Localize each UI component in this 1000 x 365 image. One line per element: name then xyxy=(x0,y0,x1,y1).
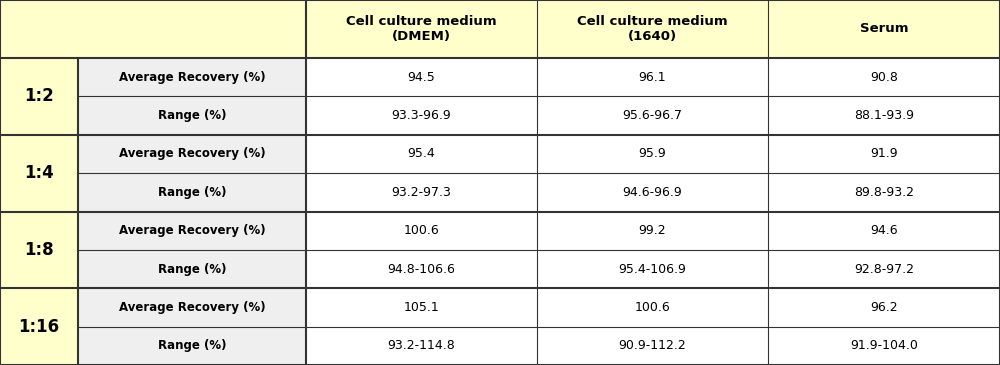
Bar xyxy=(768,96,1000,135)
Text: 1:4: 1:4 xyxy=(24,164,54,182)
Text: 1:16: 1:16 xyxy=(18,318,60,336)
Bar xyxy=(537,288,768,327)
Bar xyxy=(768,288,1000,327)
Bar xyxy=(78,135,306,173)
Bar xyxy=(0,288,78,365)
Text: 94.6-96.9: 94.6-96.9 xyxy=(623,186,682,199)
Bar xyxy=(0,135,78,211)
Bar xyxy=(78,58,306,96)
Bar xyxy=(78,96,306,135)
Bar xyxy=(78,288,306,327)
Text: Range (%): Range (%) xyxy=(158,262,226,276)
Bar xyxy=(306,0,537,58)
Text: 91.9-104.0: 91.9-104.0 xyxy=(850,339,918,352)
Bar xyxy=(537,0,768,58)
Bar xyxy=(768,0,1000,58)
Text: Average Recovery (%): Average Recovery (%) xyxy=(119,224,265,237)
Text: 105.1: 105.1 xyxy=(404,301,439,314)
Text: 100.6: 100.6 xyxy=(404,224,439,237)
Bar xyxy=(306,250,537,288)
Bar xyxy=(306,288,537,327)
Bar xyxy=(306,58,537,96)
Text: 94.8-106.6: 94.8-106.6 xyxy=(388,262,455,276)
Bar xyxy=(537,96,768,135)
Text: 90.9-112.2: 90.9-112.2 xyxy=(619,339,686,352)
Bar xyxy=(78,327,306,365)
Bar xyxy=(537,250,768,288)
Text: 95.6-96.7: 95.6-96.7 xyxy=(622,109,682,122)
Text: Range (%): Range (%) xyxy=(158,339,226,352)
Bar xyxy=(537,58,768,96)
Text: 88.1-93.9: 88.1-93.9 xyxy=(854,109,914,122)
Text: 94.5: 94.5 xyxy=(408,71,435,84)
Text: Average Recovery (%): Average Recovery (%) xyxy=(119,301,265,314)
Text: 93.2-114.8: 93.2-114.8 xyxy=(388,339,455,352)
Text: 92.8-97.2: 92.8-97.2 xyxy=(854,262,914,276)
Bar xyxy=(768,173,1000,211)
Text: 100.6: 100.6 xyxy=(635,301,670,314)
Bar xyxy=(0,58,78,135)
Bar xyxy=(306,327,537,365)
Bar xyxy=(306,173,537,211)
Text: 94.6: 94.6 xyxy=(870,224,898,237)
Text: 95.9: 95.9 xyxy=(639,147,666,161)
Text: 89.8-93.2: 89.8-93.2 xyxy=(854,186,914,199)
Bar xyxy=(768,211,1000,250)
Bar xyxy=(768,58,1000,96)
Text: Cell culture medium
(DMEM): Cell culture medium (DMEM) xyxy=(346,15,497,43)
Text: 95.4-106.9: 95.4-106.9 xyxy=(619,262,686,276)
Text: 1:8: 1:8 xyxy=(24,241,54,259)
Text: Range (%): Range (%) xyxy=(158,109,226,122)
Bar xyxy=(78,250,306,288)
Bar xyxy=(306,211,537,250)
Text: Range (%): Range (%) xyxy=(158,186,226,199)
Bar xyxy=(537,173,768,211)
Text: 93.3-96.9: 93.3-96.9 xyxy=(392,109,451,122)
Bar xyxy=(0,211,78,288)
Text: Serum: Serum xyxy=(860,23,908,35)
Bar xyxy=(768,327,1000,365)
Bar xyxy=(768,135,1000,173)
Text: Average Recovery (%): Average Recovery (%) xyxy=(119,147,265,161)
Bar xyxy=(78,173,306,211)
Text: 93.2-97.3: 93.2-97.3 xyxy=(392,186,451,199)
Bar xyxy=(768,250,1000,288)
Text: 99.2: 99.2 xyxy=(639,224,666,237)
Bar xyxy=(306,96,537,135)
Text: 96.2: 96.2 xyxy=(870,301,898,314)
Bar xyxy=(537,135,768,173)
Text: 91.9: 91.9 xyxy=(870,147,898,161)
Text: 95.4: 95.4 xyxy=(408,147,435,161)
Bar xyxy=(537,211,768,250)
Bar xyxy=(78,211,306,250)
Bar xyxy=(306,135,537,173)
Bar xyxy=(537,327,768,365)
Text: 90.8: 90.8 xyxy=(870,71,898,84)
Text: Average Recovery (%): Average Recovery (%) xyxy=(119,71,265,84)
Text: 1:2: 1:2 xyxy=(24,87,54,105)
Bar xyxy=(0,0,306,58)
Text: 96.1: 96.1 xyxy=(639,71,666,84)
Text: Cell culture medium
(1640): Cell culture medium (1640) xyxy=(577,15,728,43)
